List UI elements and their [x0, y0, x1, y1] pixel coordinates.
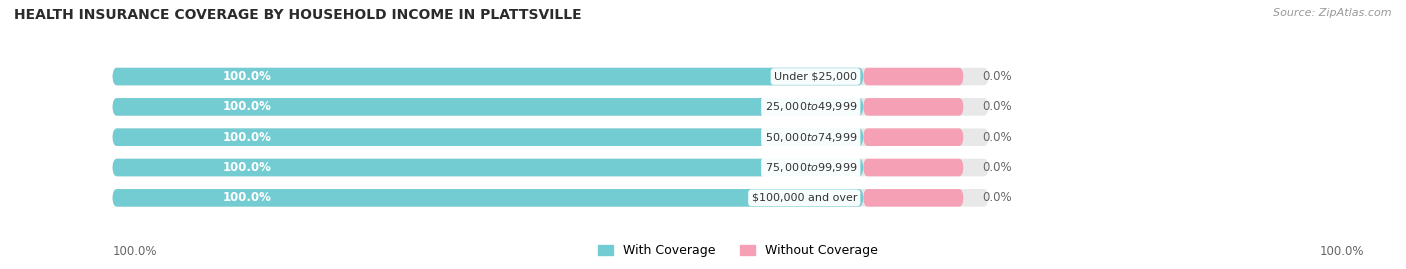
FancyBboxPatch shape	[112, 128, 988, 146]
FancyBboxPatch shape	[112, 68, 988, 85]
Legend: With Coverage, Without Coverage: With Coverage, Without Coverage	[593, 239, 883, 262]
Text: 0.0%: 0.0%	[983, 100, 1012, 113]
Text: 100.0%: 100.0%	[224, 100, 273, 113]
Text: 0.0%: 0.0%	[983, 70, 1012, 83]
Text: 100.0%: 100.0%	[1319, 245, 1364, 258]
Text: 100.0%: 100.0%	[224, 70, 273, 83]
Text: 100.0%: 100.0%	[224, 161, 273, 174]
FancyBboxPatch shape	[112, 159, 988, 176]
Text: 0.0%: 0.0%	[983, 191, 1012, 204]
FancyBboxPatch shape	[863, 68, 963, 85]
Text: Under $25,000: Under $25,000	[775, 72, 858, 82]
Text: $25,000 to $49,999: $25,000 to $49,999	[765, 100, 858, 113]
FancyBboxPatch shape	[112, 98, 863, 116]
FancyBboxPatch shape	[112, 159, 863, 176]
Text: $50,000 to $74,999: $50,000 to $74,999	[765, 131, 858, 144]
FancyBboxPatch shape	[863, 128, 963, 146]
FancyBboxPatch shape	[112, 128, 863, 146]
FancyBboxPatch shape	[112, 68, 863, 85]
Text: 100.0%: 100.0%	[224, 131, 273, 144]
Text: $100,000 and over: $100,000 and over	[752, 193, 858, 203]
FancyBboxPatch shape	[863, 189, 963, 207]
Text: 0.0%: 0.0%	[983, 131, 1012, 144]
Text: 100.0%: 100.0%	[224, 191, 273, 204]
FancyBboxPatch shape	[112, 189, 988, 207]
FancyBboxPatch shape	[112, 189, 863, 207]
FancyBboxPatch shape	[863, 98, 963, 116]
Text: $75,000 to $99,999: $75,000 to $99,999	[765, 161, 858, 174]
FancyBboxPatch shape	[112, 98, 988, 116]
Text: Source: ZipAtlas.com: Source: ZipAtlas.com	[1274, 8, 1392, 18]
Text: 100.0%: 100.0%	[112, 245, 157, 258]
Text: HEALTH INSURANCE COVERAGE BY HOUSEHOLD INCOME IN PLATTSVILLE: HEALTH INSURANCE COVERAGE BY HOUSEHOLD I…	[14, 8, 582, 22]
FancyBboxPatch shape	[863, 159, 963, 176]
Text: 0.0%: 0.0%	[983, 161, 1012, 174]
